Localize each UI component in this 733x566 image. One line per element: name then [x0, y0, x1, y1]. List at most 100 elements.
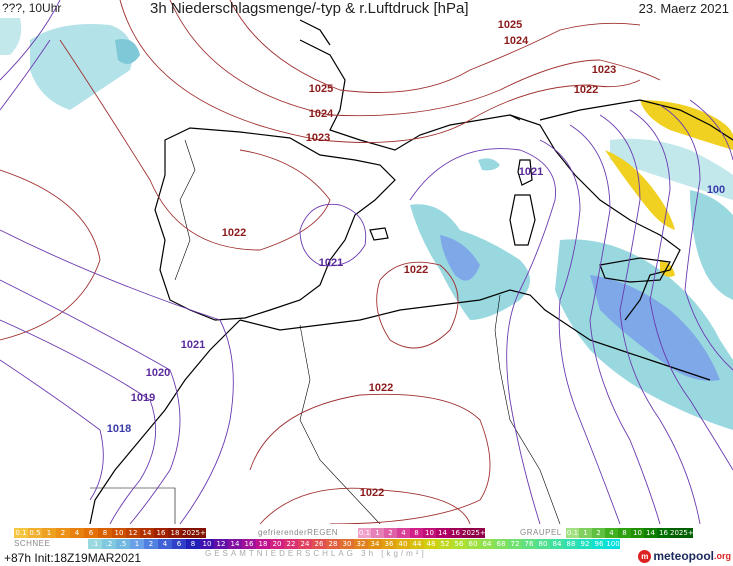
legend-snow-cell: 18	[168, 528, 182, 538]
legend-total-cell: 4	[158, 539, 172, 549]
legend-total-cell: 12	[214, 539, 228, 549]
isobar-1022-atlantic	[0, 169, 101, 341]
italy-adriatic	[539, 99, 733, 141]
land-borders	[89, 19, 733, 525]
isobar-low-nw2	[0, 39, 51, 111]
isobar-low-4	[629, 109, 733, 471]
legend-total-cell: 14	[228, 539, 242, 549]
corsica	[517, 159, 533, 186]
isobar-1021-iberia	[299, 203, 367, 267]
isobars-high	[0, 0, 661, 525]
legend-total-cell: 6	[172, 539, 186, 549]
legend-total-cell: 88	[564, 539, 578, 549]
tunisia-border	[494, 294, 561, 525]
legend-graupel-cell: 4	[605, 528, 618, 538]
legend-snow-cell: 10	[112, 528, 126, 538]
legend-total-cell: .2	[102, 539, 116, 549]
isobar-label: 1023	[592, 64, 616, 76]
legend-graupel-cell: 0.1	[566, 528, 579, 538]
meteopool-logo-icon: m	[638, 549, 652, 563]
legend-total-cell: 48	[424, 539, 438, 549]
legend-snow-title: SCHNEE	[14, 539, 51, 548]
legend-total-cell: 20	[270, 539, 284, 549]
precip-corsica	[478, 158, 500, 171]
isobar-1021-ligurian	[409, 148, 557, 525]
isobar-label: 1022	[369, 382, 393, 394]
legend-graupel-cell: 10	[631, 528, 644, 538]
legend-total-cell: 34	[368, 539, 382, 549]
isobar-1025-north	[229, 0, 641, 93]
uk-coast	[299, 19, 331, 46]
legend-total-cell: 40	[396, 539, 410, 549]
legend-regen-cell: 1	[371, 528, 384, 538]
legend-snow-cell: 1	[42, 528, 56, 538]
legend-snow-cell: 0.5	[28, 528, 42, 538]
precip-ligurian-blue	[440, 235, 480, 281]
legend-snow-scale: 0.1 0.5 1 2 4 6 8 10 12 14 16 18 2025+	[14, 528, 206, 538]
precipitation-legend: 0.1 0.5 1 2 4 6 8 10 12 14 16 18 2025+ SCHNEE gefrie…	[0, 524, 733, 566]
legend-total-cell: 84	[550, 539, 564, 549]
legend-snow-cell: 2025+	[182, 528, 206, 538]
map-title: 3h Niederschlagsmenge/-typ & r.Luftdruck…	[150, 0, 469, 17]
isobar-label: 1024	[309, 108, 334, 120]
isobar-label: 1023	[306, 132, 330, 144]
morocco-coast	[89, 319, 241, 525]
legend-total-cell: 10	[200, 539, 214, 549]
legend-graupel-cell: 14	[644, 528, 657, 538]
legend-graupel-scale: 0.1 1 2 4 8 10 14 16 2025+	[566, 528, 694, 538]
legend-snow-cell: 12	[126, 528, 140, 538]
precipitation-areas	[0, 18, 733, 430]
legend-snow-cell: 14	[140, 528, 154, 538]
logo-main-text: meteopool	[653, 549, 714, 563]
western-sahara-border	[90, 487, 176, 524]
balearics	[369, 227, 389, 241]
isobar-1021-atlantic	[0, 229, 234, 525]
isobar-1020-atlantic	[0, 279, 181, 525]
legend-total-cell: 1	[130, 539, 144, 549]
map-date: 23. Maerz 2021	[638, 1, 729, 16]
legend-regen-cell: 2	[384, 528, 397, 538]
legend-total-cell: 76	[522, 539, 536, 549]
sicily	[599, 257, 671, 283]
precip-adriatic-east	[610, 138, 733, 200]
legend-freezing-rain-title: gefrierenderREGEN	[258, 528, 339, 537]
legend-regen-cell: 8	[410, 528, 423, 538]
legend-total-cell: 44	[410, 539, 424, 549]
meteopool-logo[interactable]: m meteopool .org	[638, 549, 731, 563]
legend-regen-cell: 0.1	[358, 528, 371, 538]
isobar-label: 1020	[146, 367, 170, 379]
legend-total-cell: 56	[452, 539, 466, 549]
legend-total-cell: 30	[340, 539, 354, 549]
legend-total-cell: 64	[480, 539, 494, 549]
legend-regen-cell: 4	[397, 528, 410, 538]
isobar-label: 1022	[360, 487, 384, 499]
legend-regen-cell: 14	[436, 528, 449, 538]
isobar-low-nw	[0, 0, 61, 81]
legend-freezing-rain-scale: 0.1 1 2 4 8 10 14 16 2025+	[358, 528, 486, 538]
legend-total-cell: 24	[298, 539, 312, 549]
legend-regen-cell: 16	[449, 528, 462, 538]
iberia-coast	[154, 127, 396, 321]
legend-snow-cell: 4	[70, 528, 84, 538]
legend-graupel-cell: 16	[657, 528, 670, 538]
isobar-labels: 1025 1024 1023 1022 1025 1024 1023 1022 1021 1021…	[107, 19, 725, 499]
legend-total-cell: 28	[326, 539, 340, 549]
precip-yellow-adriatic	[640, 100, 733, 150]
legend-regen-cell: 2025+	[462, 528, 486, 538]
legend-total-cell: 80	[536, 539, 550, 549]
isobar-1019-atlantic	[0, 319, 157, 525]
legend-total-cell: 96	[592, 539, 606, 549]
isobar-label: 1022	[574, 84, 598, 96]
legend-snow-cell: 16	[154, 528, 168, 538]
legend-snow-cell: 2	[56, 528, 70, 538]
isobar-label: 1021	[519, 166, 543, 178]
legend-total-cell: 60	[466, 539, 480, 549]
legend-total-cell: 100	[606, 539, 620, 549]
legend-total-cell: 92	[578, 539, 592, 549]
legend-graupel-cell: 2	[592, 528, 605, 538]
legend-snow-cell: 6	[84, 528, 98, 538]
legend-total-cell: 22	[284, 539, 298, 549]
isobar-low-5	[659, 104, 733, 371]
isobar-label: 1025	[498, 19, 522, 31]
